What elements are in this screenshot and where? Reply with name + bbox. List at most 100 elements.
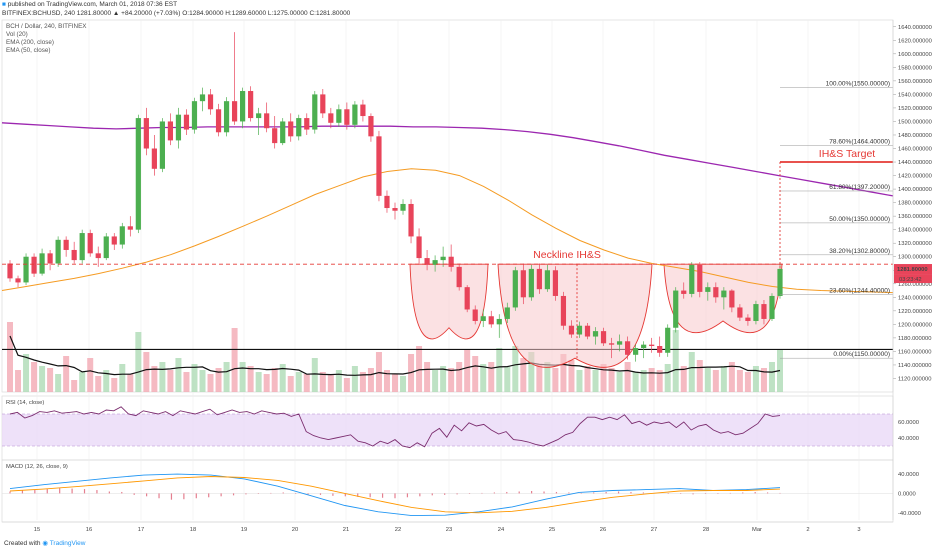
rsi-band	[2, 414, 893, 446]
macd-histogram-bar	[344, 493, 346, 497]
candle-body	[79, 233, 85, 261]
macd-histogram-bar	[59, 488, 61, 494]
volume-bar	[367, 368, 374, 392]
macd-histogram-bar	[543, 491, 545, 494]
y-tick-label: 1300.000000	[898, 255, 932, 261]
target-label: IH&S Target	[819, 148, 875, 160]
macd-histogram-bar	[257, 493, 259, 494]
quote-line: BITFINEX:BCHUSD, 240 1281.80000 ▲ +84.20…	[2, 10, 351, 17]
y-tick-label: 1520.000000	[898, 106, 932, 112]
macd-histogram-bar	[46, 489, 48, 494]
y-tick-label: 1240.000000	[898, 295, 932, 301]
candle-body	[536, 268, 542, 290]
macd-histogram-bar	[580, 492, 582, 494]
macd-histogram-bar	[158, 493, 160, 499]
footer-brand[interactable]: TradingView	[49, 540, 86, 547]
macd-histogram-bar	[83, 489, 86, 494]
volume-bar	[640, 370, 647, 392]
macd-histogram-bar	[704, 493, 707, 494]
candle-body	[432, 260, 438, 265]
volume-bar	[311, 358, 318, 392]
volume-bar	[295, 372, 302, 392]
macd-histogram-bar	[729, 492, 731, 494]
volume-bar	[351, 366, 358, 392]
volume-bar	[23, 354, 30, 392]
candle-body	[304, 118, 310, 130]
candle-body	[223, 101, 230, 133]
volume-bar	[95, 376, 102, 392]
countdown-label: 03:23:42	[899, 277, 922, 283]
macd-histogram-bar	[468, 493, 471, 494]
volume-bar	[624, 362, 631, 392]
y-tick-label: 1500.000000	[898, 119, 932, 125]
macd-histogram-bar	[319, 493, 322, 495]
volume-bar	[736, 370, 743, 392]
last-price-label: 1281.80000	[897, 267, 928, 273]
volume-bar	[63, 356, 70, 392]
fib-label: 100.00%(1550.00000)	[826, 81, 890, 88]
candle-body	[167, 121, 174, 141]
candle-body	[464, 287, 470, 310]
volume-bar	[87, 358, 94, 392]
volume-bar	[223, 362, 230, 392]
volume-bar	[560, 354, 567, 392]
volume-bar	[504, 366, 511, 392]
candle-body	[111, 236, 117, 245]
fib-label: 50.00%(1350.00000)	[829, 216, 890, 223]
candle-body	[288, 121, 294, 137]
volume-bar	[191, 364, 198, 392]
volume-bar	[335, 370, 342, 392]
candle-body	[496, 318, 502, 325]
macd-histogram-bar	[146, 493, 148, 497]
candle-body	[544, 270, 550, 290]
volume-bar	[127, 374, 134, 392]
candle-body	[95, 253, 101, 259]
volume-bar	[71, 380, 78, 392]
volume-bar	[175, 358, 182, 392]
macd-histogram-bar	[270, 492, 272, 494]
volume-bar	[199, 370, 206, 392]
volume-bar	[576, 370, 583, 392]
macd-histogram-bar	[108, 491, 110, 494]
candle-body	[625, 341, 631, 355]
candle-body	[608, 343, 615, 345]
volume-bar	[688, 352, 695, 392]
macd-histogram-bar	[282, 492, 284, 494]
candle-body	[240, 91, 246, 122]
x-tick-label: Mar	[752, 527, 762, 533]
candle-body	[649, 344, 655, 347]
y-tick-label: 1400.000000	[898, 187, 932, 193]
candle-body	[761, 304, 767, 319]
y-tick-label: 1560.000000	[898, 79, 932, 85]
candle-body	[183, 114, 190, 130]
volume-bar	[520, 358, 527, 392]
volume-bar	[496, 348, 503, 392]
candle-body	[681, 290, 687, 294]
candle-body	[568, 325, 575, 335]
volume-bar	[480, 364, 487, 392]
macd-tick-label: 40.0000	[898, 472, 919, 478]
y-tick-label: 1340.000000	[898, 228, 932, 234]
volume-bar	[215, 368, 222, 392]
candle-body	[207, 94, 214, 110]
macd-tick-label: -40.0000	[898, 511, 921, 517]
candle-body	[328, 113, 334, 123]
candles	[7, 32, 783, 362]
volume-bar	[103, 370, 110, 392]
candle-body	[689, 264, 695, 294]
candle-body	[320, 94, 326, 114]
candle-body	[657, 346, 663, 353]
candle-body	[256, 113, 262, 119]
macd-histogram-bar	[742, 492, 744, 494]
macd-histogram-bar	[481, 492, 483, 494]
x-tick-label: 15	[34, 527, 40, 533]
macd-histogram-bar	[456, 493, 458, 495]
volume-bar	[512, 346, 519, 392]
ema50-line	[1, 168, 894, 294]
macd-histogram-bar	[208, 493, 210, 498]
user-icon: ■	[2, 1, 6, 8]
volume-bar	[592, 370, 599, 392]
candle-body	[31, 256, 37, 274]
x-tick-label: 21	[343, 527, 349, 533]
legend-ema200: EMA (200, close)	[6, 39, 54, 46]
